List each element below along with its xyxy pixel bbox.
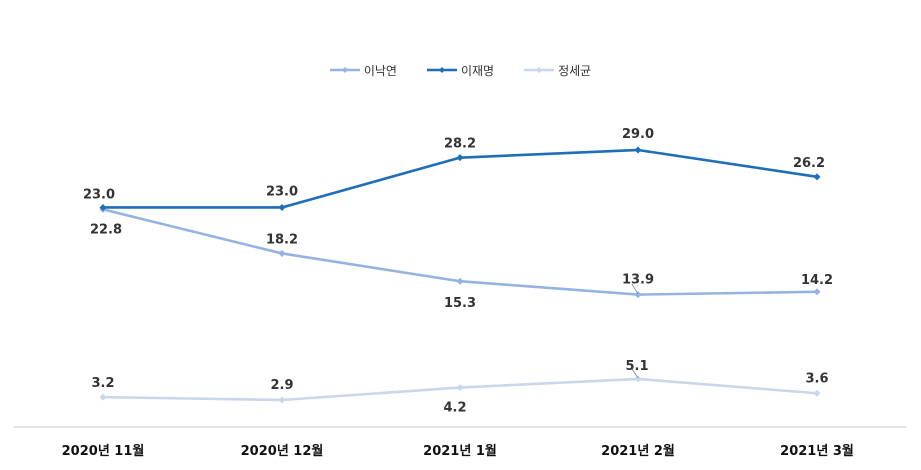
data-point-series-3	[634, 375, 642, 383]
data-label-series-1: 15.3	[444, 296, 476, 311]
data-label-series-2: 23.0	[266, 184, 298, 199]
data-point-series-1	[634, 291, 642, 299]
legend-label-series-1: 이낙연	[363, 63, 397, 78]
data-point-series-2	[456, 154, 464, 162]
data-point-series-1	[278, 249, 286, 257]
data-point-series-3	[813, 389, 821, 397]
legend-swatch-series-2	[426, 67, 457, 73]
x-tick-label: 2020년 12월	[241, 443, 324, 459]
data-label-series-3: 5.1	[625, 359, 648, 374]
data-label-series-1: 18.2	[266, 232, 298, 247]
data-label-series-3: 3.2	[91, 376, 114, 391]
legend-item-series-2: 이재명	[426, 60, 495, 80]
label-leader-line	[631, 283, 639, 295]
data-point-series-1	[813, 288, 821, 296]
label-leader-line	[631, 368, 639, 379]
data-label-series-3: 4.2	[443, 401, 466, 416]
x-tick-label: 2021년 3월	[780, 443, 854, 459]
data-point-series-3	[99, 393, 107, 401]
data-label-series-2: 26.2	[793, 156, 825, 171]
data-label-series-2: 28.2	[444, 137, 476, 152]
data-point-series-3	[456, 384, 464, 392]
data-label-series-3: 2.9	[270, 378, 293, 393]
x-tick-label: 2021년 2월	[601, 443, 675, 459]
data-point-series-2	[634, 146, 642, 154]
legend-label-series-2: 이재명	[460, 63, 495, 78]
legend-swatch-series-1	[329, 67, 360, 73]
x-tick-label: 2020년 11월	[62, 443, 145, 459]
data-label-series-3: 3.6	[805, 371, 828, 386]
data-label-series-2: 23.0	[83, 187, 115, 202]
data-point-series-2	[99, 203, 107, 211]
data-point-series-2	[813, 173, 821, 181]
legend-item-series-3: 정세균	[524, 60, 591, 80]
data-point-series-3	[278, 396, 286, 404]
data-point-series-1	[456, 277, 464, 285]
legend-swatch-series-3	[524, 67, 555, 73]
legend: 이낙연 이재명 정세균	[0, 60, 921, 80]
data-point-series-2	[278, 203, 286, 211]
data-label-series-1: 13.9	[622, 273, 654, 288]
data-label-series-2: 29.0	[622, 127, 654, 142]
legend-label-series-3: 정세균	[558, 63, 592, 78]
legend-item-series-1: 이낙연	[329, 60, 397, 80]
data-label-series-1: 14.2	[801, 273, 833, 288]
x-tick-label: 2021년 1월	[423, 443, 497, 459]
data-label-series-1: 22.8	[90, 222, 122, 237]
